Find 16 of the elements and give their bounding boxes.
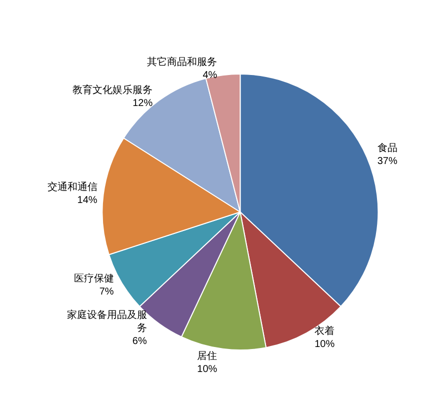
slice-label: 居住 <box>197 351 218 362</box>
data-label: 6% <box>132 336 147 347</box>
slice-label: 医疗保健 <box>74 272 114 284</box>
data-label: 7% <box>99 286 114 298</box>
slice-label: 交通和通信 <box>47 180 98 193</box>
slice-label: 衣着 <box>314 325 335 338</box>
slice-label: 食品 <box>377 142 398 154</box>
slice-label: 其它商品和服务 <box>147 56 218 68</box>
data-label: 37% <box>377 156 398 167</box>
slice-label: 家庭设备用品及服务 <box>66 309 147 334</box>
data-label: 10% <box>197 364 218 375</box>
data-label: 12% <box>132 98 153 110</box>
data-label: 4% <box>202 70 218 82</box>
data-label: 10% <box>314 339 335 350</box>
slice-label: 教育文化娱乐服务 <box>72 84 153 96</box>
data-label: 14% <box>77 194 98 206</box>
